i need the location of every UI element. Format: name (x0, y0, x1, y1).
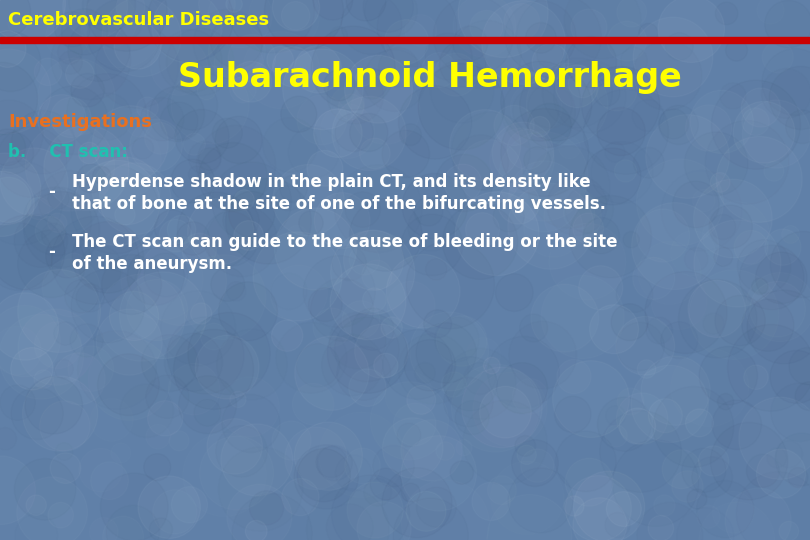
Circle shape (404, 340, 455, 391)
Circle shape (294, 45, 342, 93)
Circle shape (370, 468, 402, 500)
Text: Investigations: Investigations (8, 113, 152, 131)
Circle shape (611, 303, 648, 341)
Circle shape (344, 55, 412, 123)
Circle shape (234, 190, 254, 210)
Circle shape (710, 422, 788, 500)
Circle shape (712, 400, 761, 449)
Circle shape (281, 96, 317, 132)
Bar (0, 37, 810, 43)
Circle shape (11, 348, 53, 390)
Circle shape (297, 449, 351, 502)
Circle shape (480, 386, 531, 438)
Text: of the aneurysm.: of the aneurysm. (72, 255, 232, 273)
Circle shape (527, 104, 571, 147)
Circle shape (245, 521, 267, 540)
Circle shape (234, 221, 263, 250)
Circle shape (484, 357, 500, 374)
Text: Subarachnoid Hemorrhage: Subarachnoid Hemorrhage (178, 62, 682, 94)
Circle shape (249, 491, 284, 525)
Circle shape (75, 160, 160, 246)
Circle shape (424, 310, 452, 338)
Circle shape (597, 107, 645, 156)
Text: -: - (49, 183, 55, 201)
Circle shape (350, 113, 388, 152)
Circle shape (688, 280, 745, 338)
Text: Hyperdense shadow in the plain CT, and its density like: Hyperdense shadow in the plain CT, and i… (72, 173, 590, 191)
Circle shape (188, 313, 270, 395)
Circle shape (77, 164, 105, 193)
Circle shape (556, 65, 599, 107)
Circle shape (138, 476, 200, 538)
Text: b.    CT scan:: b. CT scan: (8, 143, 128, 161)
Circle shape (402, 173, 467, 239)
Circle shape (330, 264, 406, 340)
Circle shape (747, 290, 810, 364)
Circle shape (0, 171, 34, 237)
Circle shape (590, 305, 638, 354)
Circle shape (512, 440, 558, 487)
Circle shape (324, 70, 355, 101)
Circle shape (219, 282, 277, 341)
Circle shape (482, 1, 565, 84)
Circle shape (770, 350, 810, 403)
Circle shape (582, 66, 659, 145)
Circle shape (382, 468, 452, 538)
Circle shape (756, 252, 807, 303)
Circle shape (639, 23, 658, 42)
Circle shape (795, 382, 810, 410)
Text: The CT scan can guide to the cause of bleeding or the site: The CT scan can guide to the cause of bl… (72, 233, 617, 251)
Circle shape (0, 31, 26, 68)
Circle shape (0, 215, 65, 290)
Circle shape (311, 26, 395, 110)
Circle shape (299, 211, 323, 235)
Circle shape (406, 491, 446, 531)
Circle shape (455, 192, 539, 275)
Circle shape (226, 178, 311, 264)
Circle shape (497, 363, 548, 414)
Circle shape (401, 483, 420, 502)
Circle shape (143, 454, 171, 481)
Circle shape (699, 346, 757, 405)
Circle shape (501, 109, 589, 197)
Circle shape (564, 496, 584, 516)
Circle shape (0, 293, 58, 360)
Circle shape (356, 70, 372, 86)
Circle shape (272, 0, 320, 31)
Circle shape (307, 151, 343, 186)
Circle shape (711, 80, 800, 169)
Circle shape (607, 491, 642, 526)
Circle shape (327, 313, 407, 393)
Circle shape (620, 408, 655, 444)
Circle shape (658, 0, 724, 63)
Circle shape (0, 0, 31, 38)
Circle shape (418, 64, 505, 150)
Circle shape (273, 46, 313, 87)
Text: -: - (49, 243, 55, 261)
Circle shape (313, 109, 362, 157)
Text: Cerebrovascular Diseases: Cerebrovascular Diseases (8, 11, 269, 29)
Circle shape (450, 461, 474, 484)
Circle shape (173, 329, 254, 409)
Circle shape (727, 325, 810, 411)
Circle shape (386, 254, 460, 328)
Circle shape (0, 153, 40, 225)
Circle shape (346, 0, 386, 21)
Circle shape (752, 278, 768, 294)
Circle shape (0, 0, 66, 43)
Circle shape (228, 191, 275, 237)
Circle shape (573, 471, 645, 540)
Circle shape (265, 0, 343, 50)
Text: that of bone at the site of one of the bifurcating vessels.: that of bone at the site of one of the b… (72, 195, 606, 213)
Circle shape (271, 320, 303, 352)
Circle shape (399, 86, 471, 159)
